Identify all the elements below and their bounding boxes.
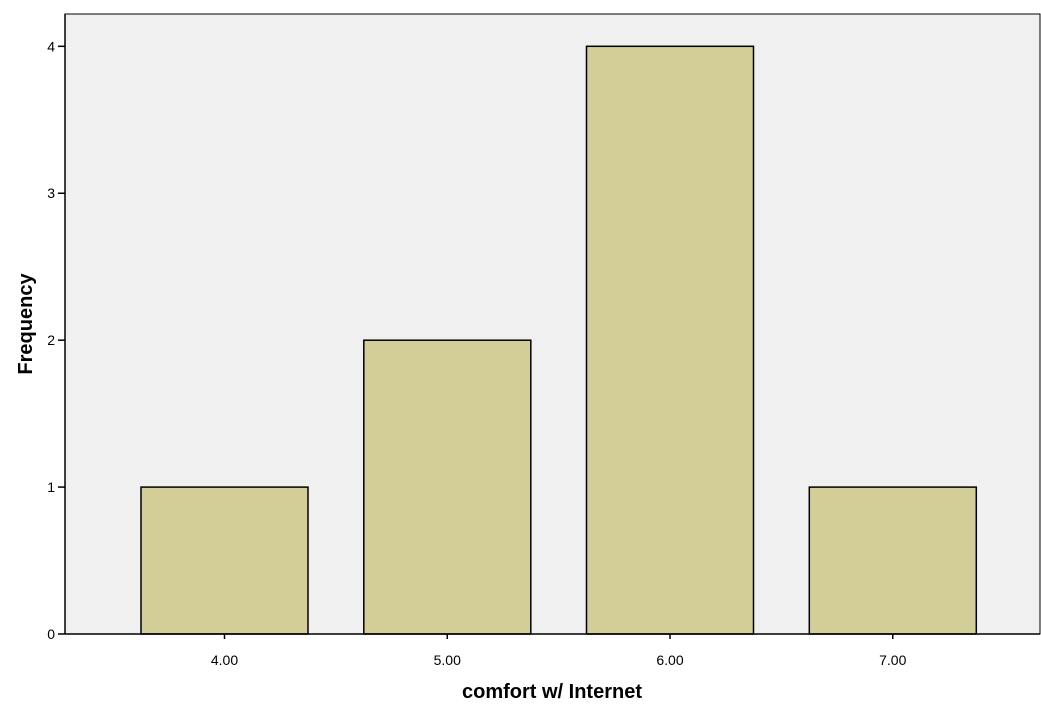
- bar: [140, 486, 309, 635]
- x-axis-title: comfort w/ Internet: [462, 681, 642, 703]
- bar: [363, 339, 532, 635]
- bar: [585, 45, 755, 635]
- bar: [808, 486, 978, 635]
- x-tick-label: 7.00: [879, 652, 906, 668]
- x-tick-label: 4.00: [211, 652, 238, 668]
- y-tick-label: 1: [47, 479, 55, 495]
- y-tick-label: 3: [47, 185, 55, 201]
- x-axis: 4.00 5.00 6.00 7.00: [65, 633, 1040, 668]
- y-tick-label: 2: [47, 332, 55, 348]
- y-tick-label: 0: [47, 626, 55, 642]
- y-axis: 0 1 2 3 4: [47, 14, 66, 642]
- x-tick-label: 5.00: [434, 652, 461, 668]
- bars: [140, 45, 978, 635]
- y-axis-title: Frequency: [15, 273, 37, 375]
- y-tick-label: 4: [47, 38, 55, 54]
- x-tick-label: 6.00: [656, 652, 683, 668]
